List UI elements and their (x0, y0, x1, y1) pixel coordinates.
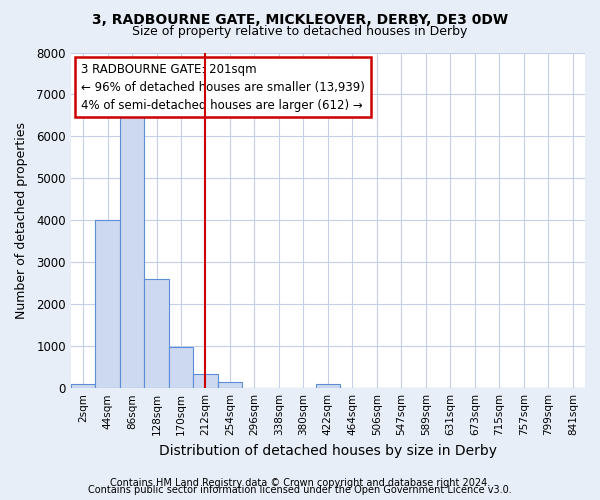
Bar (169, 348, 193, 388)
Bar (95, 220, 120, 388)
Bar (316, 384, 340, 388)
Bar (218, 382, 242, 388)
Text: 3 RADBOURNE GATE: 201sqm
← 96% of detached houses are smaller (13,939)
4% of sem: 3 RADBOURNE GATE: 201sqm ← 96% of detach… (81, 62, 365, 112)
Bar (144, 279, 169, 388)
Bar (71, 384, 95, 388)
Y-axis label: Number of detached properties: Number of detached properties (15, 122, 28, 319)
Bar (193, 374, 218, 388)
X-axis label: Distribution of detached houses by size in Derby: Distribution of detached houses by size … (159, 444, 497, 458)
Text: Contains public sector information licensed under the Open Government Licence v3: Contains public sector information licen… (88, 485, 512, 495)
Text: 3, RADBOURNE GATE, MICKLEOVER, DERBY, DE3 0DW: 3, RADBOURNE GATE, MICKLEOVER, DERBY, DE… (92, 12, 508, 26)
Bar (120, 111, 144, 388)
Text: Size of property relative to detached houses in Derby: Size of property relative to detached ho… (133, 25, 467, 38)
Text: Contains HM Land Registry data © Crown copyright and database right 2024.: Contains HM Land Registry data © Crown c… (110, 478, 490, 488)
